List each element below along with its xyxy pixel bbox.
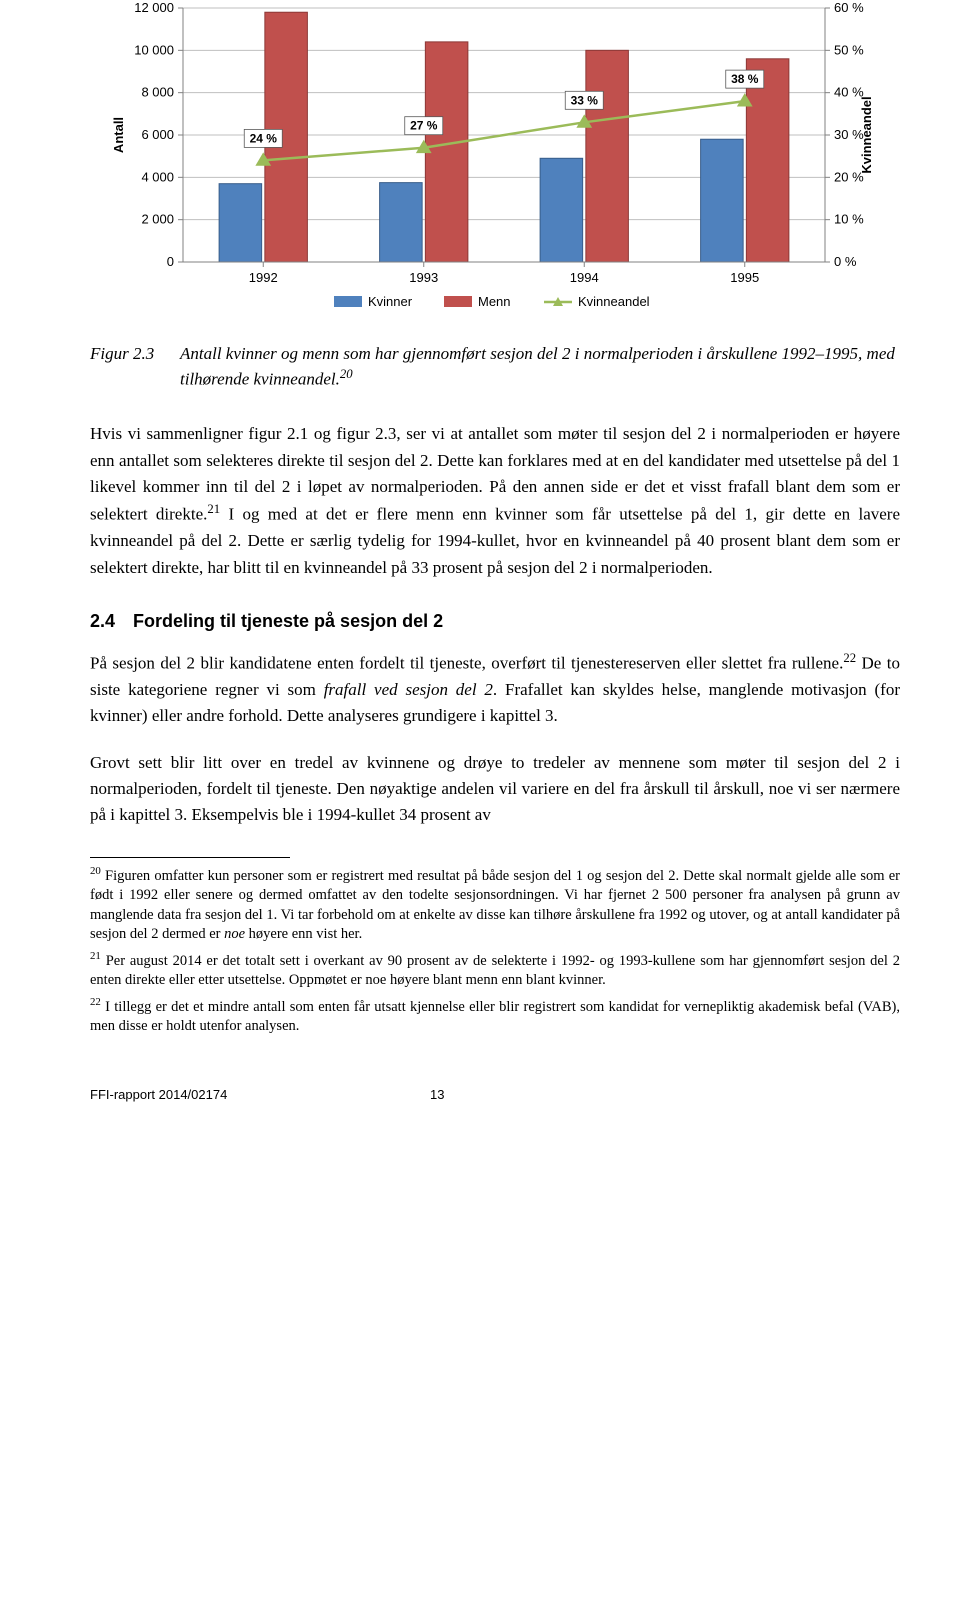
svg-text:24 %: 24 % (250, 131, 278, 145)
svg-text:27 %: 27 % (410, 119, 438, 133)
paragraph-2: På sesjon del 2 blir kandidatene enten f… (90, 649, 900, 730)
footer-page-number: 13 (430, 1087, 444, 1102)
svg-text:33 %: 33 % (571, 93, 599, 107)
svg-text:1993: 1993 (409, 270, 438, 285)
svg-text:50 %: 50 % (834, 42, 864, 57)
svg-text:0: 0 (167, 254, 174, 269)
svg-text:38 %: 38 % (731, 72, 759, 86)
svg-text:Kvinner: Kvinner (368, 294, 413, 309)
svg-text:10 000: 10 000 (134, 42, 174, 57)
figure-caption-text: Antall kvinner og menn som har gjennomfø… (180, 342, 900, 391)
svg-text:8 000: 8 000 (141, 85, 174, 100)
svg-text:2 000: 2 000 (141, 212, 174, 227)
svg-text:0 %: 0 % (834, 254, 857, 269)
footnote-22: 22 I tillegg er det et mindre antall som… (90, 995, 900, 1037)
chart-figure-2-3: 0 2 000 4 000 6 000 8 000 10 000 12 000 0 % 10 %… (105, 0, 885, 322)
svg-text:60 %: 60 % (834, 0, 864, 15)
svg-text:10 %: 10 % (834, 212, 864, 227)
footer-doc-id: FFI-rapport 2014/02174 (90, 1087, 430, 1102)
section-2-4-heading: 2.4 Fordeling til tjeneste på sesjon del … (90, 611, 900, 632)
svg-text:Kvinneandel: Kvinneandel (859, 96, 874, 173)
svg-text:12 000: 12 000 (134, 0, 174, 15)
footnote-21: 21 Per august 2014 er det totalt sett i … (90, 949, 900, 991)
svg-text:Kvinneandel: Kvinneandel (578, 294, 650, 309)
svg-text:Menn: Menn (478, 294, 511, 309)
paragraph-3: Grovt sett blir litt over en tredel av k… (90, 750, 900, 829)
svg-text:1992: 1992 (249, 270, 278, 285)
footnote-separator (90, 857, 290, 858)
figure-caption: Figur 2.3 Antall kvinner og menn som har… (90, 342, 900, 391)
svg-text:6 000: 6 000 (141, 127, 174, 142)
svg-text:Antall: Antall (111, 117, 126, 153)
figure-number: Figur 2.3 (90, 342, 180, 391)
section-number: 2.4 (90, 611, 115, 631)
svg-text:1994: 1994 (570, 270, 599, 285)
paragraph-1: Hvis vi sammenligner figur 2.1 og figur … (90, 421, 900, 581)
svg-text:1995: 1995 (730, 270, 759, 285)
svg-text:4 000: 4 000 (141, 169, 174, 184)
page-footer: FFI-rapport 2014/02174 13 (90, 1087, 900, 1102)
footnote-20: 20 Figuren omfatter kun personer som er … (90, 864, 900, 945)
section-title: Fordeling til tjeneste på sesjon del 2 (133, 611, 443, 631)
